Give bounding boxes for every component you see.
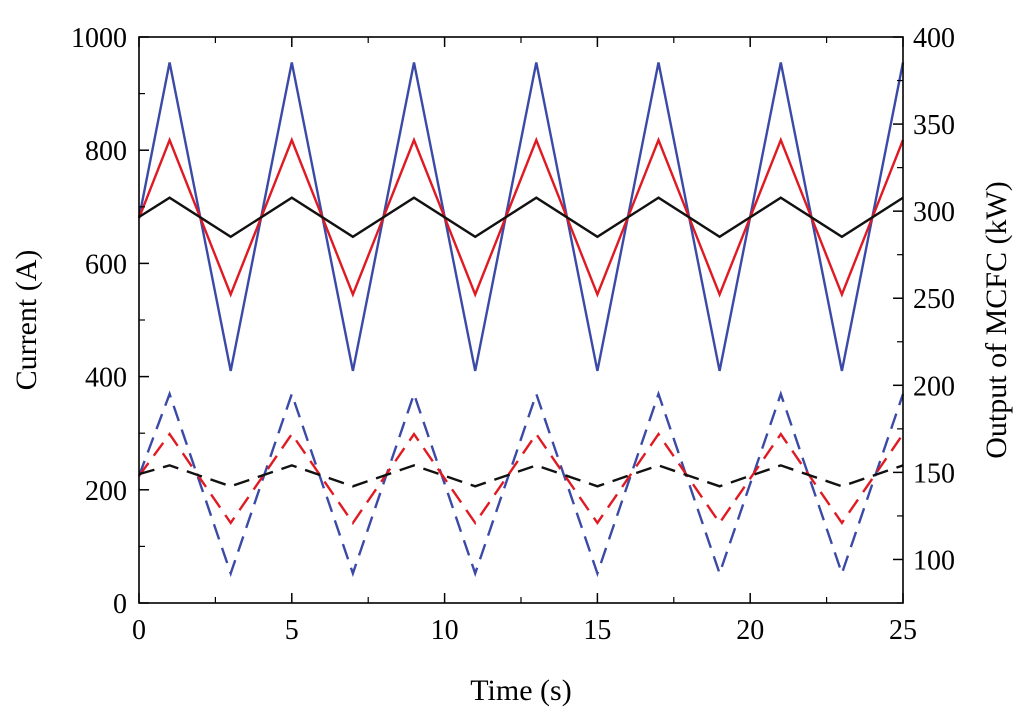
y-right-tick-label: 400 <box>913 23 955 54</box>
y-right-tick-label: 250 <box>913 284 955 315</box>
y-left-tick-label: 800 <box>85 136 127 167</box>
x-tick-label: 25 <box>889 615 917 646</box>
series-line-mcfc-output-red <box>138 431 904 526</box>
series-line-current-red <box>137 136 905 298</box>
series-line-mcfc-output-blue <box>137 390 905 578</box>
series-layer <box>137 62 905 578</box>
x-tick-label: 15 <box>583 615 611 646</box>
axes-layer: 0 5 10 15 20 25020040060080010001001502002503… <box>71 23 955 646</box>
y-left-tick-label: 0 <box>113 589 127 620</box>
plot-frame <box>138 36 904 604</box>
x-axis-title: Time (s) <box>470 674 571 707</box>
y-axis-right-title: Output of MCFC (kW) <box>980 181 1013 459</box>
series-line-mcfc-output-black <box>138 464 904 488</box>
y-left-tick-label: 200 <box>85 476 127 507</box>
y-left-tick-label: 400 <box>85 363 127 394</box>
x-tick-label: 0 <box>132 615 146 646</box>
x-tick-label: 20 <box>736 615 764 646</box>
y-right-tick-label: 100 <box>913 545 955 576</box>
y-left-tick-label: 600 <box>85 249 127 280</box>
series-line-current-black <box>138 196 904 239</box>
y-right-tick-label: 200 <box>913 371 955 402</box>
y-right-tick-label: 150 <box>913 458 955 489</box>
y-right-tick-label: 300 <box>913 197 955 228</box>
y-left-tick-label: 1000 <box>71 23 127 54</box>
series-line-current-blue <box>137 62 905 372</box>
x-tick-label: 5 <box>285 615 299 646</box>
y-axis-left-title: Current (A) <box>10 250 43 391</box>
y-right-tick-label: 350 <box>913 110 955 141</box>
x-tick-label: 10 <box>431 615 459 646</box>
